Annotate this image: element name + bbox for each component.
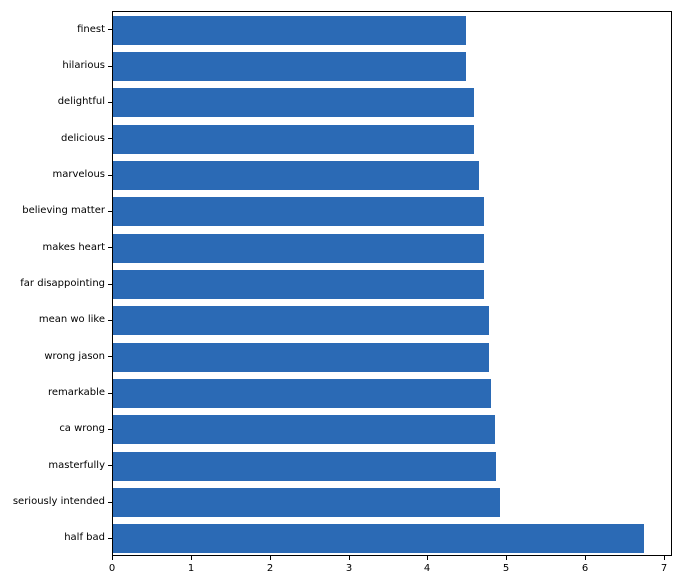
y-tick-mark bbox=[108, 465, 112, 466]
bar-finest bbox=[113, 16, 466, 45]
x-tick-label: 1 bbox=[187, 563, 195, 574]
x-tick-label: 3 bbox=[345, 563, 353, 574]
y-tick-mark bbox=[108, 538, 112, 539]
bar-remarkable bbox=[113, 379, 491, 408]
plot-area bbox=[112, 11, 672, 556]
y-tick-label: mean wo like bbox=[38, 314, 105, 325]
bar-far-disappointing bbox=[113, 270, 484, 299]
y-tick-label: believing matter bbox=[22, 205, 105, 216]
x-tick-mark bbox=[112, 556, 113, 560]
y-tick-label: hilarious bbox=[62, 60, 105, 71]
x-tick-label: 2 bbox=[266, 563, 274, 574]
y-tick-label: marvelous bbox=[52, 169, 106, 180]
y-tick-label: delicious bbox=[61, 133, 105, 144]
y-tick-mark bbox=[108, 320, 112, 321]
bar-wrong-jason bbox=[113, 343, 489, 372]
bar-delightful bbox=[113, 88, 474, 117]
y-tick-mark bbox=[108, 175, 112, 176]
bar-half-bad bbox=[113, 524, 644, 553]
x-tick-label: 7 bbox=[660, 563, 668, 574]
x-tick-mark bbox=[270, 556, 271, 560]
y-tick-label: ca wrong bbox=[59, 423, 105, 434]
y-tick-label: masterfully bbox=[48, 460, 105, 471]
y-tick-label: seriously intended bbox=[12, 496, 105, 507]
y-tick-label: makes heart bbox=[42, 242, 106, 253]
y-tick-mark bbox=[108, 138, 112, 139]
bar-makes-heart bbox=[113, 234, 484, 263]
bar-delicious bbox=[113, 125, 474, 154]
bar-hilarious bbox=[113, 52, 466, 81]
y-tick-label: far disappointing bbox=[20, 278, 105, 289]
bar-seriously-intended bbox=[113, 488, 500, 517]
x-tick-mark bbox=[427, 556, 428, 560]
bar-mean-wo-like bbox=[113, 306, 489, 335]
y-tick-mark bbox=[108, 356, 112, 357]
x-tick-mark bbox=[349, 556, 350, 560]
y-tick-label: finest bbox=[77, 24, 105, 35]
bar-marvelous bbox=[113, 161, 479, 190]
y-tick-mark bbox=[108, 247, 112, 248]
x-tick-mark bbox=[664, 556, 665, 560]
y-tick-mark bbox=[108, 429, 112, 430]
y-tick-mark bbox=[108, 66, 112, 67]
y-tick-label: delightful bbox=[57, 96, 105, 107]
x-tick-label: 4 bbox=[423, 563, 431, 574]
x-tick-label: 0 bbox=[108, 563, 116, 574]
y-tick-mark bbox=[108, 29, 112, 30]
x-tick-label: 6 bbox=[581, 563, 589, 574]
x-tick-mark bbox=[191, 556, 192, 560]
y-tick-mark bbox=[108, 211, 112, 212]
y-tick-mark bbox=[108, 102, 112, 103]
bar-believing-matter bbox=[113, 197, 484, 226]
y-tick-mark bbox=[108, 284, 112, 285]
bar-masterfully bbox=[113, 452, 496, 481]
y-tick-mark bbox=[108, 502, 112, 503]
x-tick-mark bbox=[506, 556, 507, 560]
y-tick-label: remarkable bbox=[47, 387, 105, 398]
x-tick-mark bbox=[585, 556, 586, 560]
y-tick-label: wrong jason bbox=[44, 351, 105, 362]
x-tick-label: 5 bbox=[502, 563, 510, 574]
y-tick-label: half bad bbox=[64, 532, 105, 543]
bar-ca-wrong bbox=[113, 415, 495, 444]
y-tick-mark bbox=[108, 393, 112, 394]
